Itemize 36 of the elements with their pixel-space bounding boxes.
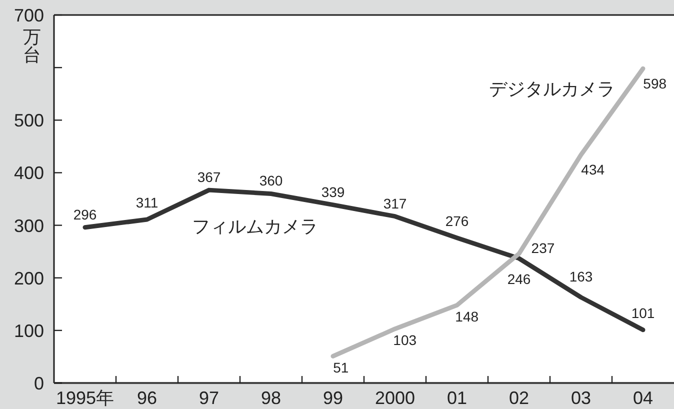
y-tick-label: 200 [14, 268, 44, 288]
y-tick-label: 700 [14, 6, 44, 26]
x-tick-label: 02 [508, 388, 530, 408]
x-tick-label: 01 [446, 388, 468, 408]
data-label: 339 [321, 184, 345, 200]
data-label: 317 [383, 195, 407, 212]
x-tick-label: 1995年 [56, 388, 114, 408]
x-tick-label: 03 [570, 388, 592, 408]
series-label: デジタルカメラ [489, 79, 615, 100]
data-label: 51 [333, 360, 349, 376]
data-label: 276 [445, 212, 469, 229]
data-label: 311 [136, 194, 158, 210]
y-tick-label: 100 [14, 320, 44, 341]
data-label: 598 [643, 75, 667, 92]
y-tick-label: 400 [14, 163, 44, 184]
y-tick-label: 300 [14, 216, 44, 236]
data-label: 148 [455, 308, 479, 325]
y-axis-title: 万台 [23, 27, 41, 65]
x-tick-label: 04 [632, 388, 654, 408]
data-label: 163 [569, 268, 593, 284]
data-label: 434 [581, 162, 605, 178]
data-label: 296 [73, 206, 97, 222]
data-label: 246 [507, 270, 531, 287]
x-tick-label: 96 [136, 388, 158, 408]
data-label: 103 [393, 332, 417, 348]
data-label: 360 [259, 172, 283, 189]
x-tick-label: 97 [198, 388, 220, 408]
y-tick-label: 0 [34, 374, 44, 394]
series-label: フィルムカメラ [192, 216, 318, 237]
data-label: 237 [531, 240, 555, 256]
y-tick-label: 500 [14, 110, 44, 131]
data-label: 101 [631, 304, 655, 321]
x-tick-label: 99 [322, 388, 344, 408]
data-label: 367 [197, 169, 221, 186]
x-tick-label: 2000 [374, 388, 416, 408]
x-tick-label: 98 [260, 388, 282, 408]
